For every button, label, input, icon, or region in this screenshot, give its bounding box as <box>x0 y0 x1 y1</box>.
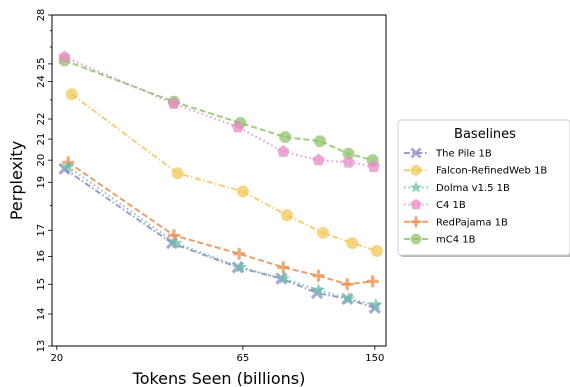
data-point <box>369 297 383 311</box>
data-point <box>231 120 245 133</box>
series-line <box>67 161 373 286</box>
data-point <box>281 209 294 222</box>
data-point <box>277 145 290 157</box>
legend-item: RedPajama 1B <box>404 216 508 228</box>
series-line <box>64 56 374 168</box>
series-line <box>63 168 376 309</box>
data-point <box>233 260 248 274</box>
y-tick-label: 14 <box>36 308 47 321</box>
axes: 20 65 150 13 14 15 16 17 19 20 21 22 24 25 28 <box>36 9 387 364</box>
data-point <box>346 237 359 250</box>
series-the-pile-1b <box>58 162 381 315</box>
data-point <box>342 147 355 160</box>
legend-label: RedPajama 1B <box>436 217 508 228</box>
data-point <box>342 155 355 168</box>
y-tick-label: 17 <box>36 224 47 237</box>
legend-label: C4 1B <box>436 200 466 211</box>
series-redpajama-1b <box>62 156 379 291</box>
data-point <box>276 271 290 285</box>
y-tick-label: 21 <box>36 133 47 146</box>
legend-item: Falcon-RefinedWeb 1B <box>404 164 547 177</box>
data-point <box>341 278 354 291</box>
y-tick-label: 13 <box>36 340 47 353</box>
legend-item: C4 1B <box>404 198 466 211</box>
data-point <box>65 88 78 101</box>
series-line <box>64 59 373 162</box>
legend-item: Dolma v1.5 1B <box>404 181 510 194</box>
y-tick-label: 24 <box>36 75 47 88</box>
series-falcon-refinedweb-1b <box>65 88 383 258</box>
data-point <box>236 185 249 198</box>
data-point <box>58 50 71 63</box>
data-point <box>316 226 329 239</box>
data-point <box>314 135 326 147</box>
data-point <box>233 247 246 260</box>
legend-marker <box>410 181 422 193</box>
data-point <box>61 159 75 173</box>
data-point <box>171 167 184 180</box>
legend-item: mC4 1B <box>404 233 476 246</box>
plot-frame <box>51 14 387 347</box>
y-axis-label: Perplexity <box>7 141 26 220</box>
y-tick-label: 15 <box>36 278 47 291</box>
legend-marker <box>410 233 422 245</box>
legend-title: Baselines <box>454 127 516 142</box>
x-axis-label: Tokens Seen (billions) <box>132 369 306 387</box>
series-line <box>71 93 378 253</box>
y-tick-label: 28 <box>36 9 47 22</box>
y-tick-label: 16 <box>36 250 47 263</box>
data-point <box>312 153 325 166</box>
legend-marker <box>410 147 422 159</box>
series-dolma-v1-5-1b <box>61 159 383 311</box>
legend: Baselines The Pile 1B Falcon-RefinedWeb 1B… <box>397 119 570 257</box>
data-point <box>367 160 380 172</box>
data-point <box>312 269 325 282</box>
data-point <box>277 261 290 274</box>
y-tick-label: 22 <box>36 113 47 126</box>
y-tick-label: 25 <box>36 58 47 71</box>
x-tick-label: 20 <box>50 353 63 364</box>
legend-marker <box>410 198 422 210</box>
data-point <box>311 283 326 296</box>
series-c4-1b <box>58 50 380 172</box>
data-point <box>341 291 356 305</box>
legend-label: Falcon-RefinedWeb 1B <box>436 166 547 177</box>
legend-item: The Pile 1B <box>404 147 492 160</box>
x-tick-label: 65 <box>236 353 249 364</box>
legend-label: mC4 1B <box>436 235 476 246</box>
plot-area <box>58 50 383 315</box>
data-point <box>366 275 379 288</box>
legend-label: Dolma v1.5 1B <box>436 183 510 194</box>
series-mc4-1b <box>58 54 379 166</box>
data-point <box>279 131 291 143</box>
y-tick-label: 20 <box>36 154 47 167</box>
x-tick-label: 150 <box>365 353 384 364</box>
legend-marker <box>410 216 422 228</box>
legend-marker <box>410 164 422 176</box>
y-tick-label: 19 <box>36 176 47 189</box>
data-point <box>370 245 383 258</box>
legend-box <box>397 119 570 256</box>
data-point <box>167 97 181 109</box>
legend-label: The Pile 1B <box>435 149 492 160</box>
data-point <box>169 236 183 249</box>
